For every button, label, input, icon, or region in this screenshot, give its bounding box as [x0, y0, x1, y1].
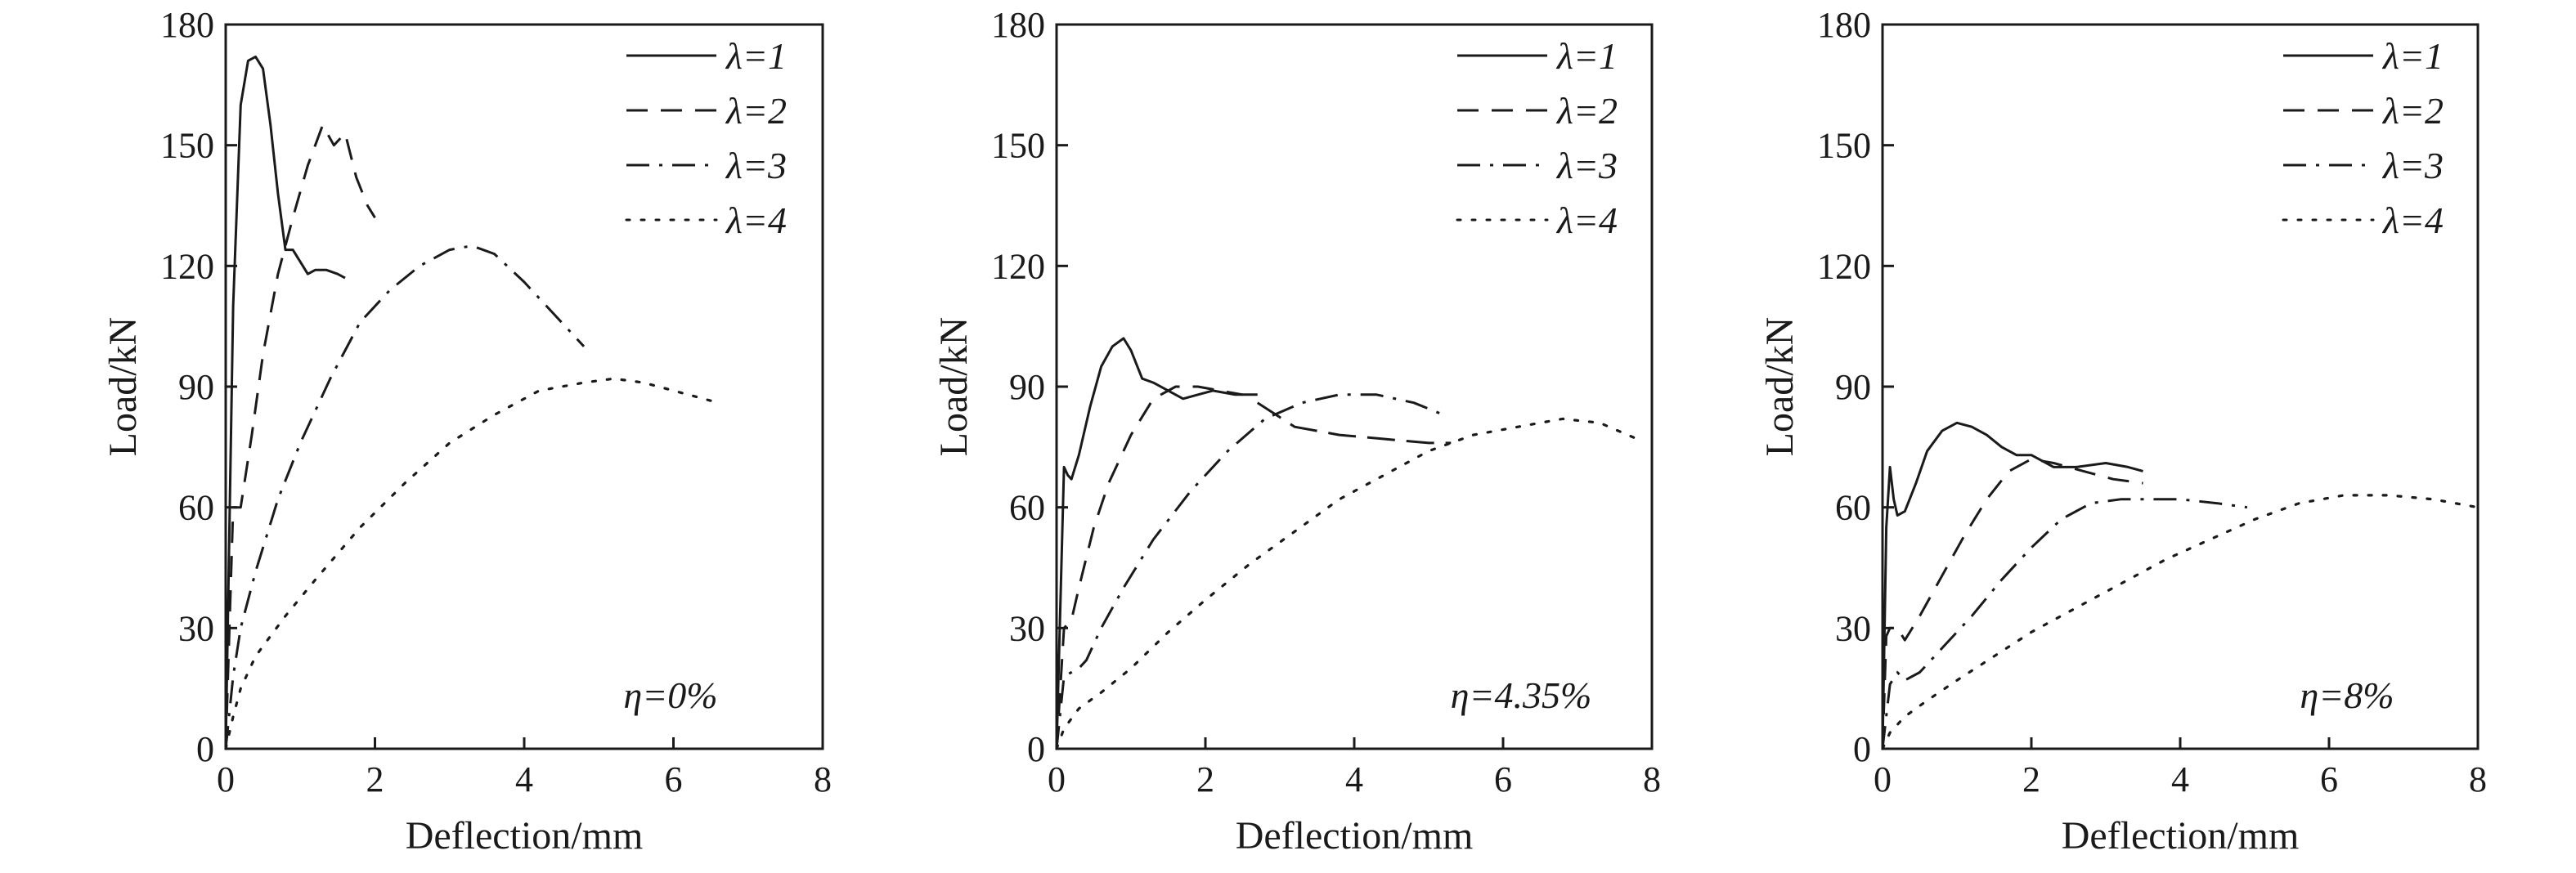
x-tick-label: 0: [217, 759, 235, 799]
legend-label: λ=3: [725, 145, 787, 186]
x-axis-title: Deflection/mm: [2062, 814, 2300, 857]
x-tick-label: 6: [1494, 759, 1512, 799]
x-tick-label: 2: [366, 759, 384, 799]
panel-annotation: η=0%: [623, 674, 717, 716]
series-line-2: [1881, 458, 2143, 750]
plot-frame: [1881, 23, 2480, 750]
plot-frame: [1055, 23, 1654, 750]
series-line-4: [224, 377, 720, 750]
y-axis-title: Load/kN: [101, 317, 145, 457]
y-tick-label: 90: [1835, 367, 1871, 407]
y-tick-label: 120: [991, 246, 1045, 286]
x-tick-label: 8: [2469, 759, 2487, 799]
y-tick-label: 150: [1817, 126, 1871, 166]
legend-label: λ=3: [2381, 145, 2444, 186]
y-tick-label: 30: [1835, 608, 1871, 648]
x-axis-title: Deflection/mm: [1236, 814, 1474, 857]
y-tick-label: 0: [196, 729, 214, 769]
series-line-2: [224, 123, 376, 750]
x-tick-label: 2: [1196, 759, 1214, 799]
y-tick-label: 120: [160, 246, 214, 286]
y-tick-label: 0: [1027, 729, 1045, 769]
y-tick-label: 150: [991, 126, 1045, 166]
x-tick-label: 0: [1048, 759, 1066, 799]
y-tick-label: 120: [1817, 246, 1871, 286]
legend-label: λ=1: [1555, 35, 1618, 77]
plot-frame: [224, 23, 824, 750]
series-line-1: [1055, 337, 1258, 750]
chart-panel-3: 0 30 60 90 120 150 180 0 2 4 6 8 Deflection/mm Load/k…: [1758, 5, 2487, 857]
x-axis-title: Deflection/mm: [406, 814, 644, 857]
y-tick-label: 180: [1817, 5, 1871, 45]
y-tick-label: 150: [160, 126, 214, 166]
x-tick-label: 4: [515, 759, 533, 799]
y-tick-label: 60: [1835, 488, 1871, 528]
x-tick-label: 6: [2320, 759, 2338, 799]
x-tick-label: 0: [1874, 759, 1892, 799]
y-tick-label: 0: [1853, 729, 1871, 769]
x-tick-label: 8: [1643, 759, 1661, 799]
x-tick-label: 2: [2022, 759, 2040, 799]
legend-label: λ=3: [1555, 145, 1618, 186]
y-tick-label: 60: [1009, 488, 1045, 528]
y-tick-label: 90: [1009, 367, 1045, 407]
series-line-3: [224, 244, 586, 750]
panel-annotation: η=4.35%: [1451, 674, 1592, 716]
legend-label: λ=1: [725, 35, 787, 77]
legend-label: λ=4: [725, 199, 787, 241]
y-tick-label: 90: [178, 367, 214, 407]
y-tick-label: 60: [178, 488, 214, 528]
series-line-1: [1881, 421, 2143, 750]
y-axis-title: Load/kN: [1758, 317, 1802, 457]
legend-label: λ=2: [725, 90, 787, 132]
y-tick-label: 30: [178, 608, 214, 648]
legend-label: λ=2: [1555, 90, 1618, 132]
series-line-4: [1055, 417, 1639, 750]
legend-label: λ=2: [2381, 90, 2444, 132]
x-tick-label: 4: [1345, 759, 1363, 799]
legend-label: λ=1: [2381, 35, 2444, 77]
x-tick-label: 4: [2171, 759, 2189, 799]
y-tick-label: 180: [991, 5, 1045, 45]
y-axis-title: Load/kN: [932, 317, 976, 457]
y-tick-label: 180: [160, 5, 214, 45]
series-line-3: [1881, 498, 2248, 750]
series-line-5: [1256, 401, 1452, 445]
chart-panel-2: 0 30 60 90 120 150 180 0 2 4 6 8 Deflection/mm Load/k…: [932, 5, 1661, 857]
series-line-2: [1055, 385, 1243, 750]
legend-label: λ=4: [2381, 199, 2444, 241]
series-line-4: [1881, 494, 2480, 750]
x-tick-label: 8: [814, 759, 832, 799]
chart-panel-1: 0 30 60 90 120 150 180 0 2 4 6 8 Deflection/mm Load/k…: [101, 5, 832, 857]
x-tick-label: 6: [665, 759, 683, 799]
legend-label: λ=4: [1555, 199, 1618, 241]
y-tick-label: 30: [1009, 608, 1045, 648]
series-line-3: [1055, 393, 1444, 750]
panel-annotation: η=8%: [2300, 674, 2394, 716]
series-line-1: [224, 55, 346, 750]
